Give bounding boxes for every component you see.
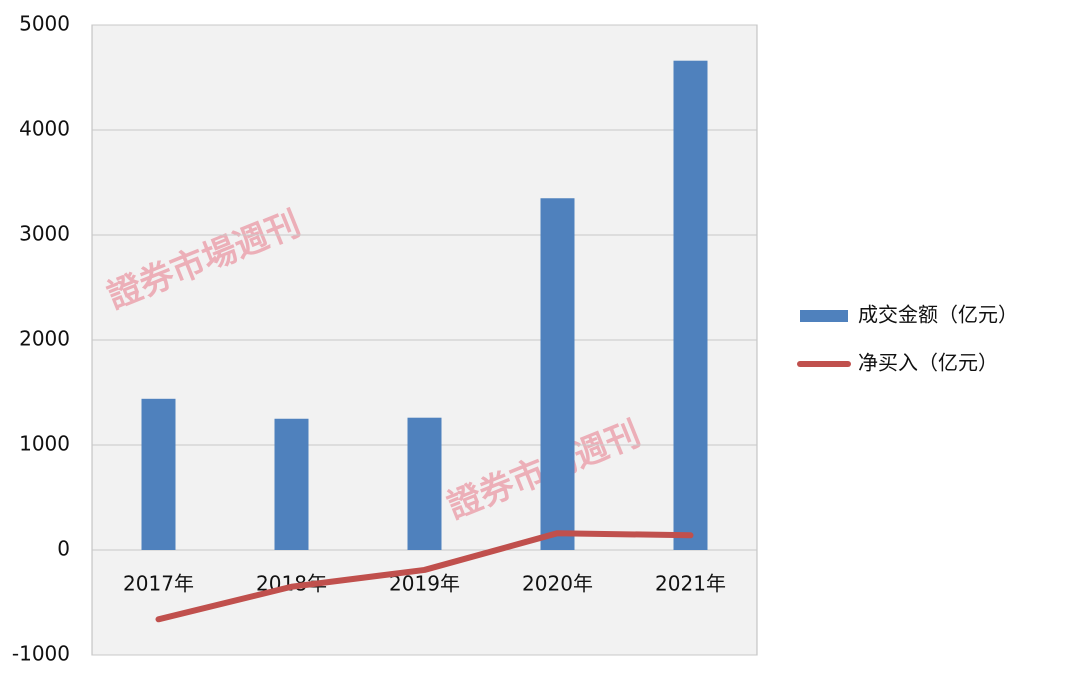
y-tick-label: 4000 (19, 117, 70, 141)
legend-swatch (800, 310, 848, 322)
y-tick-label: 5000 (19, 12, 70, 36)
bar (141, 398, 176, 550)
legend-label: 净买入（亿元） (858, 351, 998, 375)
x-tick-label: 2020年 (522, 572, 593, 596)
legend-label: 成交金额（亿元） (858, 303, 1018, 327)
x-tick-label: 2017年 (123, 572, 194, 596)
bar (540, 198, 575, 550)
y-tick-label: 0 (57, 537, 70, 561)
y-tick-label: 1000 (19, 432, 70, 456)
line (155, 530, 694, 623)
x-tick-label: 2021年 (655, 572, 726, 596)
y-tick-label: 2000 (19, 327, 70, 351)
bar (407, 417, 442, 550)
bar (274, 418, 309, 550)
bar (673, 60, 708, 550)
y-tick-label: 3000 (19, 222, 70, 246)
y-tick-label: -1000 (12, 642, 70, 666)
